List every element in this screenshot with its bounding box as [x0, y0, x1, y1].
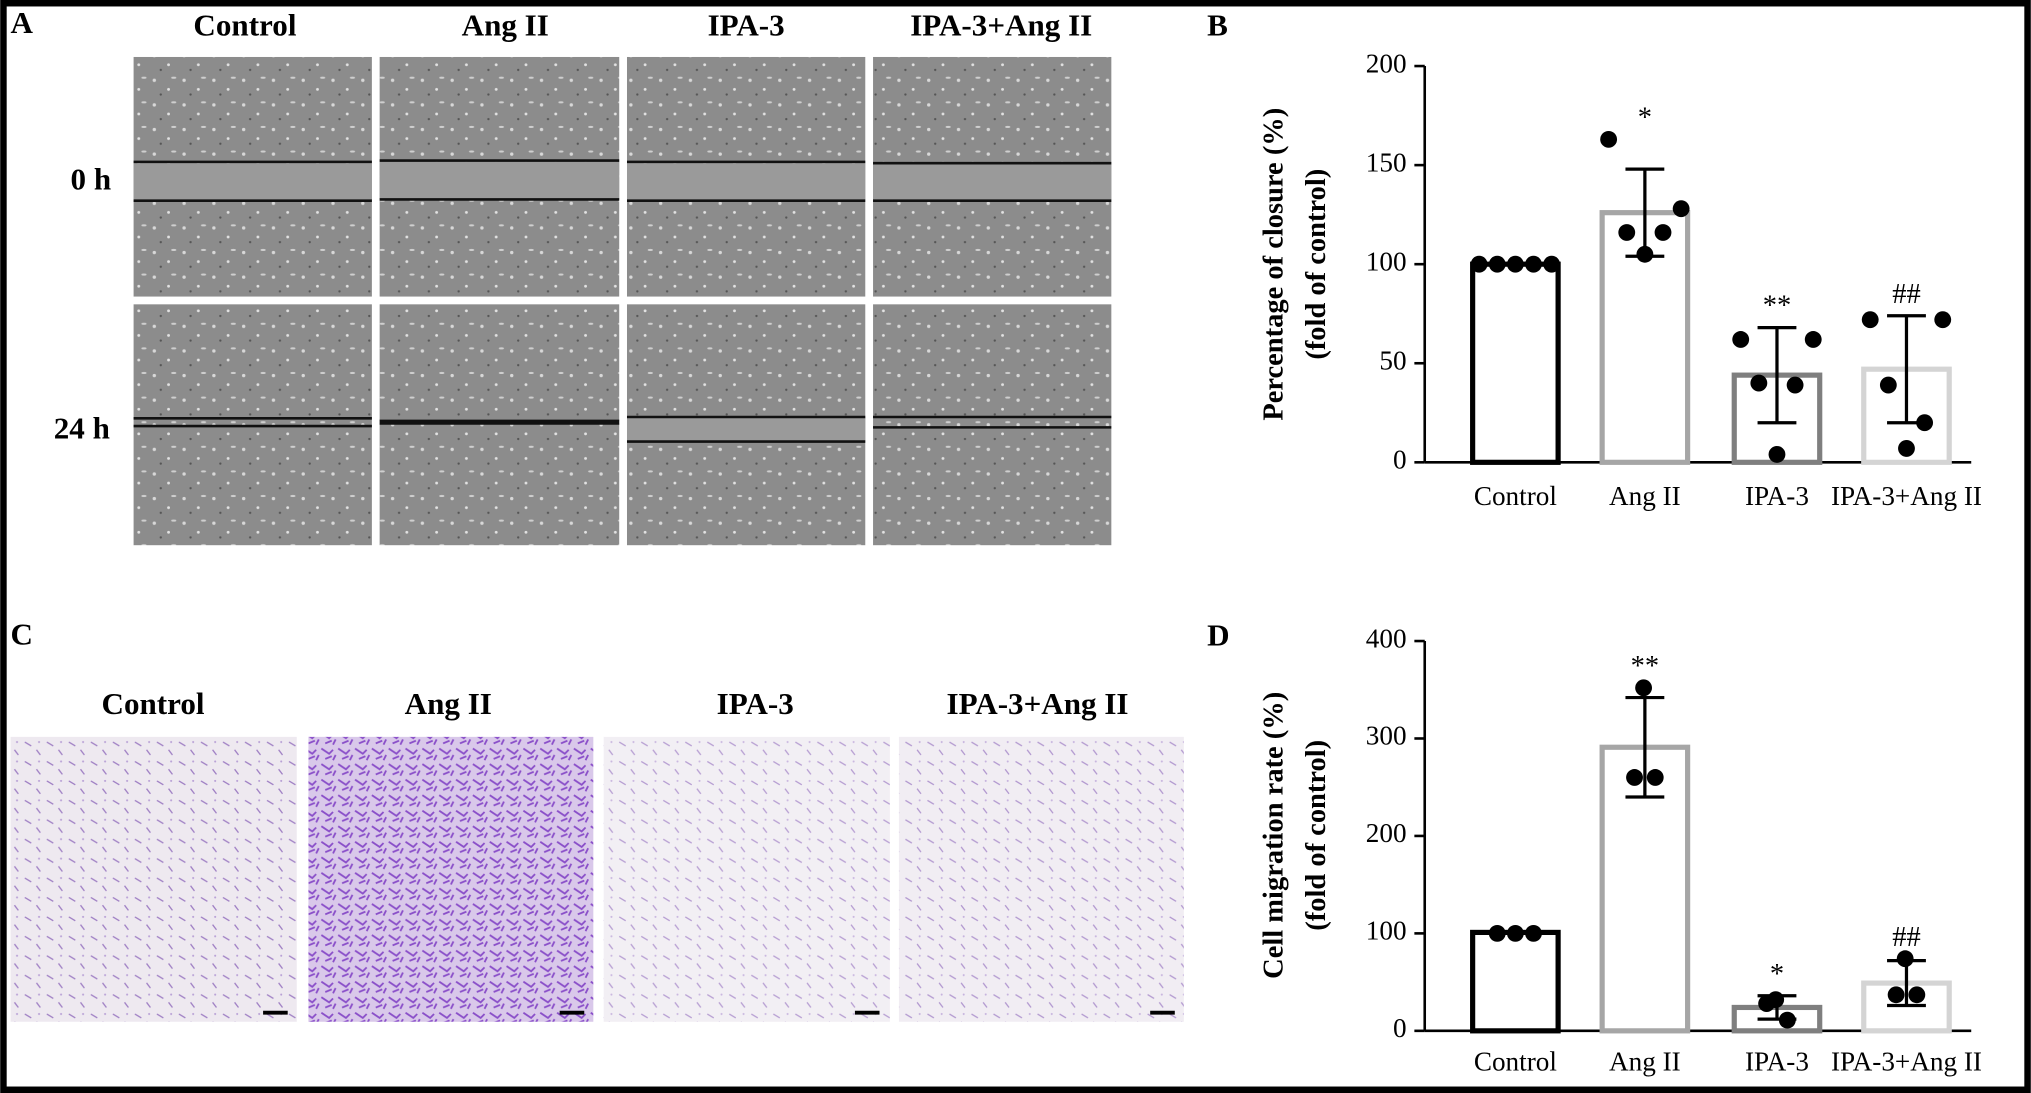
- bar: [1470, 929, 1561, 1034]
- data-point: [1732, 331, 1750, 348]
- annotation: *: [1638, 102, 1652, 133]
- column-label: Ang II: [462, 8, 549, 43]
- data-point: [1861, 311, 1879, 329]
- data-point: [1654, 224, 1672, 241]
- data-point: [1488, 255, 1506, 273]
- x-tick-label: Control: [1474, 1047, 1558, 1077]
- x-tick-label: IPA-3+Ang II: [1831, 1047, 1982, 1077]
- y-tick-label: 400: [1366, 623, 1407, 653]
- data-point: [1916, 414, 1934, 432]
- data-point: [1786, 376, 1804, 394]
- data-point: [1636, 245, 1654, 263]
- column-label: IPA-3: [708, 8, 785, 43]
- data-point: [1934, 311, 1952, 329]
- column-label: Control: [101, 686, 204, 721]
- row-label: 24 h: [54, 410, 110, 445]
- y-axis-label: Cell migration rate (%): [1258, 692, 1289, 979]
- column-label: IPA-3: [717, 686, 794, 721]
- y-tick-label: 200: [1366, 48, 1407, 78]
- error-bar: [1757, 325, 1797, 425]
- data-point: [1525, 924, 1542, 942]
- data-point: [1506, 255, 1524, 273]
- data-point: [1768, 445, 1786, 463]
- data-point: [1506, 924, 1524, 942]
- data-point: [1804, 331, 1822, 348]
- data-point: [1750, 374, 1768, 392]
- x-tick-label: IPA-3: [1745, 1047, 1809, 1077]
- data-point: [1626, 769, 1643, 786]
- y-tick-label: 150: [1366, 147, 1407, 177]
- y-axis-label: (fold of control): [1301, 740, 1332, 931]
- y-tick-label: 200: [1366, 818, 1407, 848]
- annotation: **: [1631, 651, 1659, 682]
- data-point: [1898, 440, 1915, 457]
- x-tick-label: IPA-3: [1745, 481, 1809, 511]
- data-point: [1543, 255, 1561, 273]
- y-tick-label: 100: [1366, 246, 1407, 276]
- bar: [1470, 261, 1561, 465]
- annotation: ##: [1892, 922, 1920, 953]
- y-tick-label: 0: [1393, 445, 1407, 475]
- x-tick-label: Ang II: [1609, 1047, 1681, 1077]
- y-tick-label: 300: [1366, 721, 1407, 751]
- x-tick-label: Control: [1474, 481, 1558, 511]
- y-axis-label: (fold of control): [1301, 169, 1332, 360]
- data-point: [1525, 255, 1542, 273]
- micrographs: [10, 56, 1184, 1022]
- y-tick-label: 100: [1366, 916, 1407, 946]
- data-point: [1887, 986, 1905, 1004]
- x-tick-label: Ang II: [1609, 481, 1681, 511]
- data-point: [1908, 986, 1926, 1004]
- annotation: **: [1763, 291, 1791, 322]
- panel-letter: A: [11, 5, 34, 40]
- panel-letter: D: [1207, 618, 1229, 653]
- row-label: 0 h: [71, 162, 112, 197]
- data-point: [1635, 679, 1653, 697]
- data-point: [1618, 224, 1636, 241]
- annotation: *: [1770, 959, 1784, 990]
- data-point: [1600, 130, 1618, 148]
- data-point: [1879, 376, 1897, 394]
- data-point: [1646, 769, 1664, 786]
- error-bar: [1625, 695, 1665, 799]
- data-point: [1488, 924, 1506, 942]
- data-point: [1778, 1011, 1796, 1029]
- column-label: IPA-3+Ang II: [910, 8, 1092, 43]
- data-point: [1896, 950, 1914, 968]
- panel-letter: B: [1207, 8, 1228, 43]
- y-tick-label: 50: [1379, 345, 1406, 375]
- column-label: Ang II: [405, 686, 492, 721]
- data-point: [1672, 200, 1690, 218]
- y-axis-label: Percentage of closure (%): [1258, 108, 1289, 421]
- x-tick-label: IPA-3+Ang II: [1831, 481, 1982, 511]
- panel-letter: C: [11, 616, 33, 651]
- data-point: [1470, 255, 1488, 273]
- column-label: IPA-3+Ang II: [946, 686, 1128, 721]
- column-label: Control: [193, 8, 296, 43]
- annotation: ##: [1892, 279, 1920, 310]
- y-tick-label: 0: [1393, 1013, 1407, 1043]
- data-point: [1758, 995, 1776, 1012]
